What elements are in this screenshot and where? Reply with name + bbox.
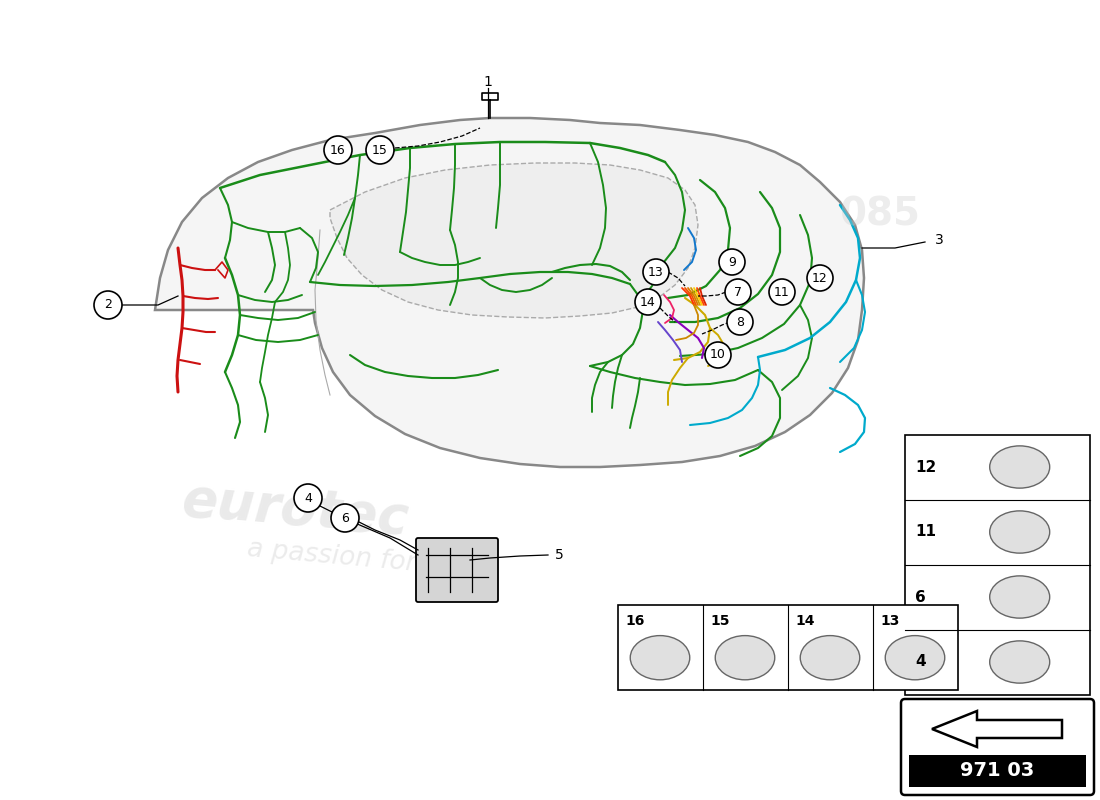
Text: 9: 9 <box>728 255 736 269</box>
FancyBboxPatch shape <box>618 605 958 690</box>
Text: 7: 7 <box>734 286 742 298</box>
Text: 6: 6 <box>341 511 349 525</box>
Polygon shape <box>155 118 864 467</box>
Text: 12: 12 <box>812 271 828 285</box>
Text: 3: 3 <box>935 233 944 247</box>
Ellipse shape <box>990 641 1049 683</box>
FancyBboxPatch shape <box>901 699 1094 795</box>
Text: 085: 085 <box>839 196 921 234</box>
Text: a passion for parts: a passion for parts <box>246 536 494 584</box>
Text: 15: 15 <box>710 614 729 628</box>
Circle shape <box>644 259 669 285</box>
Circle shape <box>294 484 322 512</box>
Text: 14: 14 <box>795 614 814 628</box>
Circle shape <box>769 279 795 305</box>
Text: 11: 11 <box>774 286 790 298</box>
Ellipse shape <box>990 576 1049 618</box>
Ellipse shape <box>715 636 774 680</box>
Polygon shape <box>932 711 1062 747</box>
Text: 15: 15 <box>372 143 388 157</box>
Text: 4: 4 <box>915 654 925 670</box>
Text: 5: 5 <box>556 548 563 562</box>
Text: 12: 12 <box>915 459 936 474</box>
Polygon shape <box>330 163 698 318</box>
Ellipse shape <box>886 636 945 680</box>
Circle shape <box>719 249 745 275</box>
Text: 13: 13 <box>648 266 664 278</box>
Circle shape <box>324 136 352 164</box>
Text: 16: 16 <box>330 143 345 157</box>
Circle shape <box>635 289 661 315</box>
Circle shape <box>725 279 751 305</box>
Text: 6: 6 <box>915 590 926 605</box>
Ellipse shape <box>990 446 1049 488</box>
Circle shape <box>366 136 394 164</box>
Text: 14: 14 <box>640 295 656 309</box>
FancyBboxPatch shape <box>416 538 498 602</box>
Text: 10: 10 <box>711 349 726 362</box>
Circle shape <box>705 342 732 368</box>
Ellipse shape <box>990 511 1049 553</box>
Ellipse shape <box>801 636 860 680</box>
Text: 8: 8 <box>736 315 744 329</box>
Text: 16: 16 <box>625 614 645 628</box>
FancyBboxPatch shape <box>909 755 1086 787</box>
Text: 13: 13 <box>880 614 900 628</box>
Circle shape <box>727 309 754 335</box>
Circle shape <box>94 291 122 319</box>
Circle shape <box>331 504 359 532</box>
Ellipse shape <box>630 636 690 680</box>
Text: 4: 4 <box>304 491 312 505</box>
FancyBboxPatch shape <box>905 435 1090 695</box>
Text: 2: 2 <box>104 298 112 311</box>
Text: 971 03: 971 03 <box>960 762 1034 781</box>
Text: 11: 11 <box>915 525 936 539</box>
Text: 1: 1 <box>484 75 493 89</box>
Circle shape <box>807 265 833 291</box>
Text: eurotec: eurotec <box>179 474 410 546</box>
